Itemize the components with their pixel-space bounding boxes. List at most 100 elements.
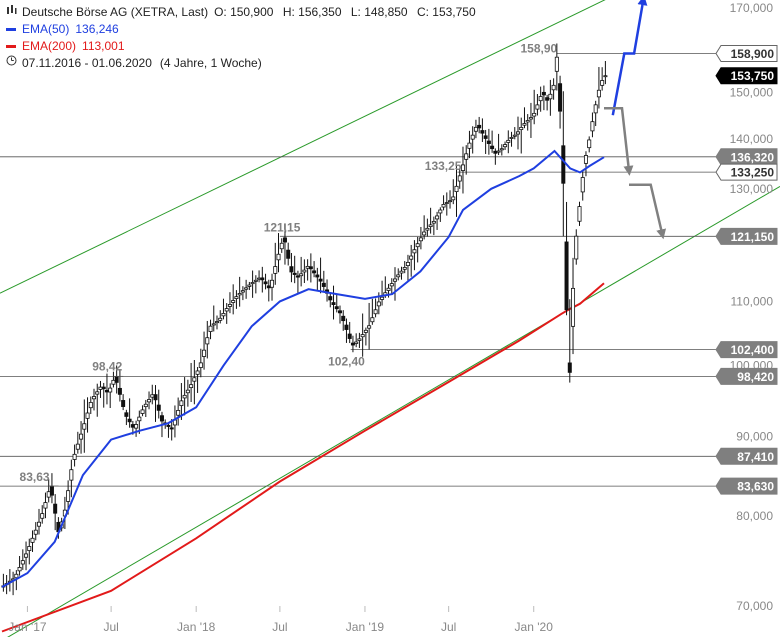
- candle-body: [176, 409, 181, 416]
- candle-body: [159, 415, 164, 422]
- candle-body: [376, 301, 381, 307]
- candle-body: [528, 117, 533, 120]
- candle-body: [250, 282, 255, 285]
- candle-body: [185, 389, 190, 394]
- x-tick-label: Jul: [272, 620, 287, 634]
- y-tick-label: 110,000: [731, 294, 774, 308]
- x-tick-label: Jul: [103, 620, 118, 634]
- candle-body: [519, 126, 524, 131]
- candle-body: [279, 242, 284, 250]
- level-label-text: 98,420: [737, 370, 774, 384]
- candle-body: [205, 337, 210, 345]
- candle-body: [483, 135, 488, 139]
- candle-body: [480, 130, 485, 134]
- candlesticks: [1, 43, 608, 596]
- candle-body: [318, 278, 323, 282]
- level-label-text: 153,750: [731, 69, 775, 83]
- instrument-title: Deutsche Börse AG (XETRA, Last): [22, 5, 209, 19]
- ema50-value: 136,246: [75, 22, 119, 36]
- channel-lower-line: [7, 185, 780, 637]
- candle-body: [422, 231, 427, 236]
- level-label-text: 158,900: [731, 47, 775, 61]
- candle-body: [590, 121, 595, 132]
- candle-body: [567, 362, 572, 373]
- candle-body: [486, 140, 491, 144]
- candle-body: [386, 287, 391, 291]
- candle-body: [24, 553, 29, 558]
- level-label-text: 136,320: [731, 150, 775, 164]
- candle-body: [295, 275, 300, 278]
- peak-label: 121,15: [264, 220, 301, 234]
- candle-body: [532, 112, 537, 117]
- candle-body: [541, 91, 546, 96]
- period-detail: (4 Jahre, 1 Woche): [159, 56, 262, 70]
- candle-body: [441, 203, 446, 208]
- level-label-boxes: 158,900 153,750 136,320 133,250 121,150 102,4…: [715, 45, 778, 495]
- candle-body: [448, 200, 453, 203]
- low-value: L: 148,850: [350, 5, 408, 19]
- candle-body: [270, 279, 275, 288]
- x-tick-label: Jan '18: [177, 620, 216, 634]
- level-label-box: [715, 367, 778, 385]
- candle-body: [600, 80, 605, 86]
- candle-body: [137, 416, 142, 422]
- candle-body: [499, 148, 504, 151]
- level-label-text: 121,150: [731, 230, 775, 244]
- candle-body: [354, 341, 359, 344]
- candle-body: [276, 253, 281, 261]
- candle-body: [30, 537, 35, 543]
- candle-body: [574, 235, 579, 260]
- candle-body: [66, 490, 71, 502]
- candle-body: [98, 386, 103, 390]
- ema200-line: [1, 282, 605, 633]
- candle-body: [182, 394, 187, 399]
- candle-body: [166, 424, 171, 427]
- candle-body: [360, 334, 365, 338]
- candle-body: [435, 215, 440, 220]
- candle-body: [221, 313, 226, 317]
- high-value: H: 156,350: [282, 5, 342, 19]
- candle-body: [75, 443, 80, 450]
- candle-body: [516, 131, 521, 135]
- candle-body: [153, 394, 158, 401]
- peak-label: 102,40: [328, 355, 365, 369]
- candle-body: [389, 283, 394, 287]
- candle-body: [506, 139, 511, 143]
- candle-body: [428, 224, 433, 227]
- level-label-box: [715, 447, 778, 465]
- candle-body: [282, 237, 287, 243]
- ohlc-values: O: 150,900 H: 156,350 L: 148,850 C: 153,…: [214, 4, 482, 21]
- candle-body: [509, 137, 514, 139]
- candle-body: [580, 177, 585, 193]
- candle-body: [198, 362, 203, 368]
- candle-body: [195, 370, 200, 375]
- candle-body: [357, 338, 362, 341]
- level-label-box: [715, 341, 778, 359]
- candle-body: [328, 296, 333, 301]
- level-label-box: [715, 227, 778, 245]
- candle-body: [393, 278, 398, 282]
- candle-body: [273, 266, 278, 274]
- ema50-line: [1, 149, 605, 588]
- legend-ema50: EMA(50) 136,246: [6, 21, 482, 38]
- horizontal-levels: [0, 53, 718, 487]
- candle-body: [496, 150, 501, 153]
- y-tick-label: 150,000: [730, 85, 774, 99]
- candle-body: [218, 317, 223, 321]
- candle-body: [454, 185, 459, 193]
- candle-body: [470, 134, 475, 140]
- candle-body: [460, 164, 465, 171]
- candle-body: [150, 394, 155, 398]
- candle-body: [14, 573, 19, 579]
- candle-body: [299, 273, 304, 277]
- candle-body: [399, 270, 404, 274]
- y-tick-label: 130,000: [730, 182, 774, 196]
- chart-legend: Deutsche Börse AG (XETRA, Last) O: 150,9…: [6, 4, 482, 72]
- candle-body: [104, 389, 109, 393]
- clock-icon: [6, 55, 18, 72]
- legend-title-row: Deutsche Börse AG (XETRA, Last) O: 150,9…: [6, 4, 482, 21]
- candle-body: [124, 412, 129, 417]
- candle-body: [467, 142, 472, 149]
- candle-body: [464, 153, 469, 160]
- candle-body: [405, 261, 410, 266]
